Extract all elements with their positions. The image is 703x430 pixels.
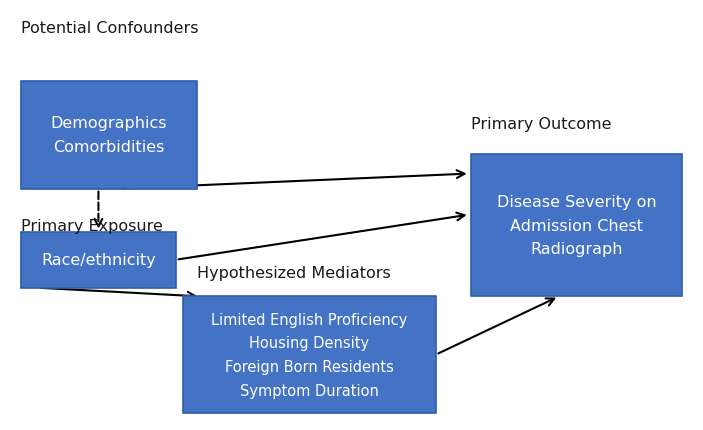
FancyBboxPatch shape (21, 232, 176, 288)
Text: Foreign Born Residents: Foreign Born Residents (225, 359, 394, 374)
Text: Comorbidities: Comorbidities (53, 140, 165, 155)
Text: Symptom Duration: Symptom Duration (240, 383, 379, 398)
Text: Potential Confounders: Potential Confounders (21, 21, 198, 35)
FancyBboxPatch shape (183, 297, 436, 413)
Text: Primary Exposure: Primary Exposure (21, 218, 163, 233)
Text: Hypothesized Mediators: Hypothesized Mediators (197, 266, 391, 280)
Text: Primary Outcome: Primary Outcome (471, 117, 612, 132)
FancyBboxPatch shape (471, 155, 682, 297)
Text: Radiograph: Radiograph (530, 242, 623, 257)
Text: Housing Density: Housing Density (250, 335, 369, 350)
Text: Race/ethnicity: Race/ethnicity (41, 253, 156, 267)
Text: Disease Severity on: Disease Severity on (496, 195, 657, 209)
Text: Demographics: Demographics (51, 116, 167, 131)
Text: Admission Chest: Admission Chest (510, 218, 643, 233)
FancyBboxPatch shape (21, 82, 197, 189)
Text: Limited English Proficiency: Limited English Proficiency (211, 312, 408, 327)
